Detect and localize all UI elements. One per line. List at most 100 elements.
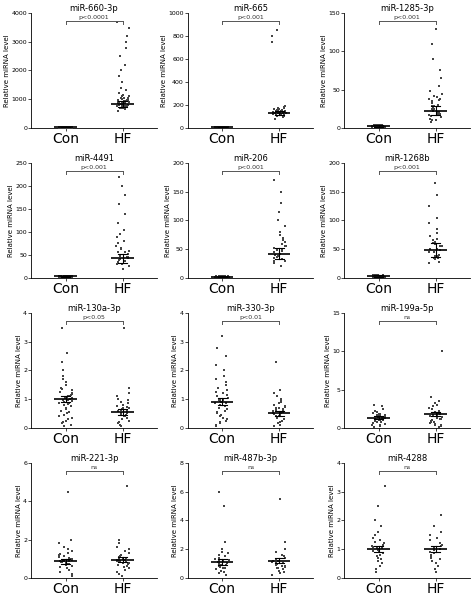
Point (64, 548, 72, 557)
Point (221, 122, 229, 132)
Point (68, 569, 76, 578)
Point (379, 401, 386, 411)
Point (374, 553, 382, 562)
Point (273, 26, 280, 35)
Text: p<0.001: p<0.001 (394, 15, 420, 20)
Point (379, 548, 387, 558)
Point (377, 562, 384, 571)
Point (55, 398, 63, 408)
Point (430, 101, 438, 111)
Point (63, 409, 71, 418)
Point (368, 541, 376, 551)
Point (371, 415, 378, 424)
Point (280, 107, 288, 117)
Point (370, 271, 377, 281)
Point (372, 122, 379, 132)
Point (431, 398, 439, 408)
Point (121, 555, 129, 565)
Point (212, 564, 220, 574)
Point (426, 418, 434, 428)
Point (114, 247, 121, 257)
Point (66, 394, 74, 404)
Point (274, 104, 282, 113)
Point (120, 236, 128, 246)
Point (114, 419, 122, 428)
Point (278, 106, 285, 116)
Point (115, 97, 123, 107)
Point (270, 256, 278, 265)
Point (123, 252, 130, 262)
Point (62, 416, 69, 425)
Point (215, 403, 223, 412)
Point (68, 555, 76, 565)
Point (66, 123, 73, 133)
Point (64, 560, 72, 569)
Point (427, 416, 435, 425)
Point (63, 560, 70, 570)
Point (65, 398, 73, 407)
Point (427, 530, 434, 539)
Point (277, 109, 284, 119)
Point (59, 374, 66, 384)
Point (63, 563, 71, 573)
Point (218, 122, 226, 132)
Point (212, 420, 220, 430)
Point (219, 122, 226, 132)
Y-axis label: Relative miRNA level: Relative miRNA level (4, 34, 10, 107)
Point (114, 95, 122, 105)
Point (116, 229, 124, 239)
Point (64, 122, 71, 132)
Point (437, 112, 445, 122)
Point (217, 122, 225, 132)
Point (125, 252, 132, 262)
Point (279, 236, 286, 245)
Point (438, 347, 446, 356)
Point (428, 417, 435, 427)
Point (122, 104, 129, 114)
Point (374, 527, 382, 536)
Point (271, 250, 279, 260)
Point (112, 241, 120, 250)
Point (379, 121, 386, 131)
Point (429, 410, 437, 419)
Point (223, 272, 231, 281)
Point (272, 405, 279, 415)
Point (438, 540, 446, 550)
Point (377, 417, 385, 427)
Point (372, 122, 379, 132)
Point (116, 551, 123, 560)
Point (374, 412, 382, 421)
Point (428, 39, 436, 49)
Point (217, 272, 225, 282)
Point (116, 254, 124, 264)
Point (59, 272, 67, 282)
Point (64, 414, 71, 424)
Point (379, 122, 386, 132)
Point (122, 97, 130, 106)
Point (222, 560, 229, 569)
Point (374, 271, 382, 280)
Point (223, 570, 230, 580)
Point (379, 121, 387, 131)
Point (217, 566, 225, 575)
Point (121, 60, 128, 70)
Point (125, 101, 132, 110)
Point (434, 100, 442, 110)
Point (275, 403, 283, 412)
Point (60, 397, 67, 407)
Point (116, 250, 124, 260)
Point (216, 397, 224, 406)
Y-axis label: Relative miRNA level: Relative miRNA level (321, 34, 328, 107)
Point (125, 544, 132, 554)
Point (382, 122, 389, 132)
Point (126, 416, 133, 425)
Point (118, 243, 125, 253)
Point (373, 410, 381, 420)
Point (57, 383, 65, 392)
Point (67, 271, 75, 281)
Point (120, 323, 128, 332)
Point (215, 122, 222, 132)
Point (280, 110, 288, 120)
Point (123, 407, 130, 417)
Point (217, 397, 225, 407)
